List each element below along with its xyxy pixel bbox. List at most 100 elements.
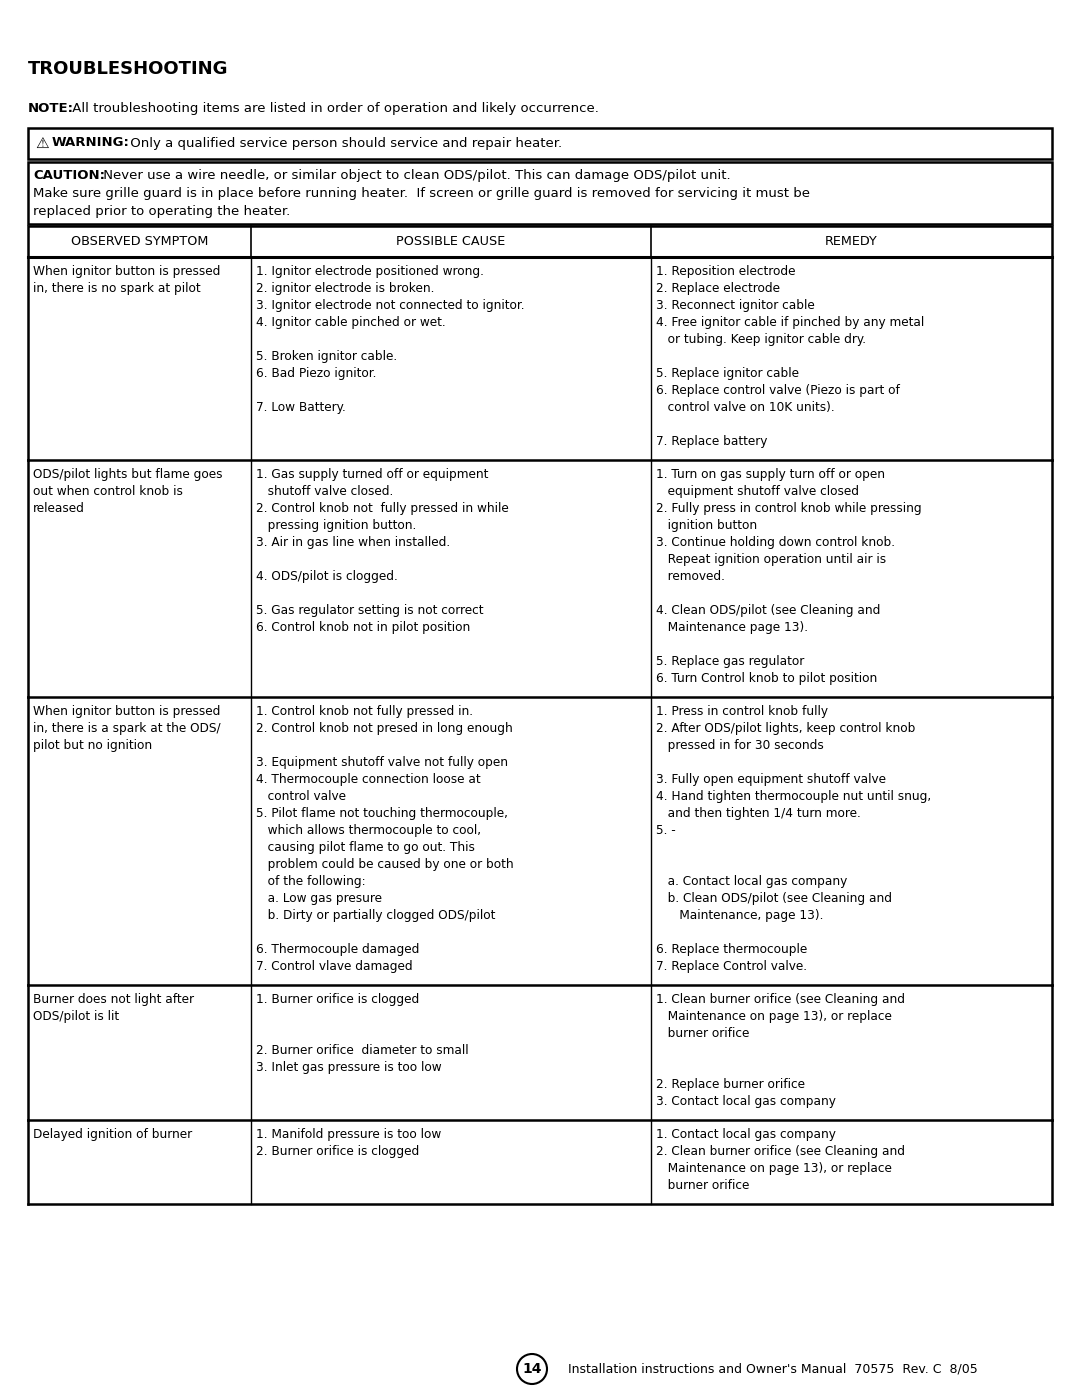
Text: 6. Turn Control knob to pilot position: 6. Turn Control knob to pilot position [656, 672, 877, 685]
Text: equipment shutoff valve closed: equipment shutoff valve closed [656, 485, 859, 497]
Text: Maintenance on page 13), or replace: Maintenance on page 13), or replace [656, 1162, 891, 1175]
Text: 3. Inlet gas pressure is too low: 3. Inlet gas pressure is too low [256, 1060, 442, 1074]
Text: 1. Manifold pressure is too low: 1. Manifold pressure is too low [256, 1127, 442, 1141]
Text: Maintenance page 13).: Maintenance page 13). [656, 622, 808, 634]
Text: 7. Replace battery: 7. Replace battery [656, 434, 767, 448]
Text: 4. Thermocouple connection loose at: 4. Thermocouple connection loose at [256, 773, 481, 787]
Text: pilot but no ignition: pilot but no ignition [33, 739, 152, 752]
Text: released: released [33, 502, 85, 515]
Text: OBSERVED SYMPTOM: OBSERVED SYMPTOM [71, 235, 208, 249]
Text: replaced prior to operating the heater.: replaced prior to operating the heater. [33, 205, 291, 218]
Text: When ignitor button is pressed: When ignitor button is pressed [33, 705, 220, 718]
Text: 7. Low Battery.: 7. Low Battery. [256, 401, 346, 414]
Text: shutoff valve closed.: shutoff valve closed. [256, 485, 393, 497]
Text: 1. Ignitor electrode positioned wrong.: 1. Ignitor electrode positioned wrong. [256, 265, 484, 278]
Text: Delayed ignition of burner: Delayed ignition of burner [33, 1127, 192, 1141]
Text: Make sure grille guard is in place before running heater.  If screen or grille g: Make sure grille guard is in place befor… [33, 187, 810, 200]
Text: 3. Reconnect ignitor cable: 3. Reconnect ignitor cable [656, 299, 814, 312]
Text: NOTE:: NOTE: [28, 102, 75, 115]
Text: 1. Gas supply turned off or equipment: 1. Gas supply turned off or equipment [256, 468, 488, 481]
Text: control valve: control valve [256, 789, 347, 803]
Text: 1. Reposition electrode: 1. Reposition electrode [656, 265, 795, 278]
Text: 1. Press in control knob fully: 1. Press in control knob fully [656, 705, 827, 718]
Text: Burner does not light after: Burner does not light after [33, 993, 194, 1006]
Bar [28, 162, 1052, 224]
Text: ⚠: ⚠ [35, 136, 49, 151]
Text: 6. Control knob not in pilot position: 6. Control knob not in pilot position [256, 622, 471, 634]
Text: ODS/pilot lights but flame goes: ODS/pilot lights but flame goes [33, 468, 222, 481]
Text: Installation instructions and Owner's Manual  70575  Rev. C  8/05: Installation instructions and Owner's Ma… [552, 1362, 977, 1376]
Text: 4. Clean ODS/pilot (see Cleaning and: 4. Clean ODS/pilot (see Cleaning and [656, 604, 880, 617]
Text: of the following:: of the following: [256, 875, 366, 888]
Text: 3. Fully open equipment shutoff valve: 3. Fully open equipment shutoff valve [656, 773, 886, 787]
Text: 2. Clean burner orifice (see Cleaning and: 2. Clean burner orifice (see Cleaning an… [656, 1146, 905, 1158]
Text: 5. -: 5. - [656, 824, 675, 837]
Text: Only a qualified service person should service and repair heater.: Only a qualified service person should s… [126, 137, 562, 149]
Text: 3. Contact local gas company: 3. Contact local gas company [656, 1095, 836, 1108]
Text: 2. After ODS/pilot lights, keep control knob: 2. After ODS/pilot lights, keep control … [656, 722, 915, 735]
Text: CAUTION:: CAUTION: [33, 169, 105, 182]
Bar [28, 129, 1052, 159]
Text: 1. Control knob not fully pressed in.: 1. Control knob not fully pressed in. [256, 705, 473, 718]
Text: All troubleshooting items are listed in order of operation and likely occurrence: All troubleshooting items are listed in … [68, 102, 599, 115]
Text: pressed in for 30 seconds: pressed in for 30 seconds [656, 739, 823, 752]
Text: 5. Replace gas regulator: 5. Replace gas regulator [656, 655, 804, 668]
Text: or tubing. Keep ignitor cable dry.: or tubing. Keep ignitor cable dry. [656, 332, 865, 346]
Bar [28, 226, 1052, 257]
Text: 3. Air in gas line when installed.: 3. Air in gas line when installed. [256, 536, 450, 549]
Text: in, there is a spark at the ODS/: in, there is a spark at the ODS/ [33, 722, 220, 735]
Text: 14: 14 [523, 1362, 542, 1376]
Text: 5. Pilot flame not touching thermocouple,: 5. Pilot flame not touching thermocouple… [256, 807, 508, 820]
Text: and then tighten 1/4 turn more.: and then tighten 1/4 turn more. [656, 807, 861, 820]
Text: 6. Thermocouple damaged: 6. Thermocouple damaged [256, 943, 420, 956]
Text: control valve on 10K units).: control valve on 10K units). [656, 401, 834, 414]
Text: Maintenance, page 13).: Maintenance, page 13). [656, 909, 823, 922]
Text: 1. Clean burner orifice (see Cleaning and: 1. Clean burner orifice (see Cleaning an… [656, 993, 905, 1006]
Circle shape [517, 1354, 546, 1384]
Text: 1. Burner orifice is clogged: 1. Burner orifice is clogged [256, 993, 419, 1006]
Text: 2. Burner orifice is clogged: 2. Burner orifice is clogged [256, 1146, 419, 1158]
Text: out when control knob is: out when control knob is [33, 485, 183, 497]
Text: 5. Replace ignitor cable: 5. Replace ignitor cable [656, 367, 798, 380]
Text: 5. Broken ignitor cable.: 5. Broken ignitor cable. [256, 351, 397, 363]
Text: burner orifice: burner orifice [656, 1027, 748, 1039]
Text: 6. Replace thermocouple: 6. Replace thermocouple [656, 943, 807, 956]
Text: 4. Ignitor cable pinched or wet.: 4. Ignitor cable pinched or wet. [256, 316, 446, 330]
Text: REMEDY: REMEDY [825, 235, 878, 249]
Text: Repeat ignition operation until air is: Repeat ignition operation until air is [656, 553, 886, 566]
Text: a. Contact local gas company: a. Contact local gas company [656, 875, 847, 888]
Text: a. Low gas presure: a. Low gas presure [256, 893, 382, 905]
Text: 7. Control vlave damaged: 7. Control vlave damaged [256, 960, 413, 972]
Text: 3. Equipment shutoff valve not fully open: 3. Equipment shutoff valve not fully ope… [256, 756, 509, 768]
Text: problem could be caused by one or both: problem could be caused by one or both [256, 858, 514, 870]
Text: burner orifice: burner orifice [656, 1179, 748, 1192]
Text: Never use a wire needle, or similar object to clean ODS/pilot. This can damage O: Never use a wire needle, or similar obje… [99, 169, 731, 182]
Text: WARNING:: WARNING: [52, 137, 130, 149]
Text: ODS/pilot is lit: ODS/pilot is lit [33, 1010, 119, 1023]
Text: removed.: removed. [656, 570, 725, 583]
Text: 3. Ignitor electrode not connected to ignitor.: 3. Ignitor electrode not connected to ig… [256, 299, 525, 312]
Text: 4. ODS/pilot is clogged.: 4. ODS/pilot is clogged. [256, 570, 399, 583]
Text: 2. Control knob not  fully pressed in while: 2. Control knob not fully pressed in whi… [256, 502, 509, 515]
Text: 2. Fully press in control knob while pressing: 2. Fully press in control knob while pre… [656, 502, 921, 515]
Text: 6. Replace control valve (Piezo is part of: 6. Replace control valve (Piezo is part … [656, 384, 900, 397]
Text: causing pilot flame to go out. This: causing pilot flame to go out. This [256, 841, 475, 854]
Text: 1. Turn on gas supply turn off or open: 1. Turn on gas supply turn off or open [656, 468, 885, 481]
Text: Maintenance on page 13), or replace: Maintenance on page 13), or replace [656, 1010, 891, 1023]
Text: which allows thermocouple to cool,: which allows thermocouple to cool, [256, 824, 482, 837]
Text: pressing ignition button.: pressing ignition button. [256, 520, 417, 532]
Text: 3. Continue holding down control knob.: 3. Continue holding down control knob. [656, 536, 894, 549]
Text: 2. ignitor electrode is broken.: 2. ignitor electrode is broken. [256, 282, 434, 295]
Text: 2. Replace burner orifice: 2. Replace burner orifice [656, 1078, 805, 1091]
Text: TROUBLESHOOTING: TROUBLESHOOTING [28, 60, 229, 78]
Text: 2. Control knob not presed in long enough: 2. Control knob not presed in long enoug… [256, 722, 513, 735]
Text: in, there is no spark at pilot: in, there is no spark at pilot [33, 282, 201, 295]
Text: When ignitor button is pressed: When ignitor button is pressed [33, 265, 220, 278]
Text: 7. Replace Control valve.: 7. Replace Control valve. [656, 960, 807, 972]
Text: ignition button: ignition button [656, 520, 757, 532]
Text: 4. Hand tighten thermocouple nut until snug,: 4. Hand tighten thermocouple nut until s… [656, 789, 931, 803]
Text: 4. Free ignitor cable if pinched by any metal: 4. Free ignitor cable if pinched by any … [656, 316, 923, 330]
Text: 2. Burner orifice  diameter to small: 2. Burner orifice diameter to small [256, 1044, 469, 1058]
Text: 1. Contact local gas company: 1. Contact local gas company [656, 1127, 836, 1141]
Text: b. Clean ODS/pilot (see Cleaning and: b. Clean ODS/pilot (see Cleaning and [656, 893, 892, 905]
